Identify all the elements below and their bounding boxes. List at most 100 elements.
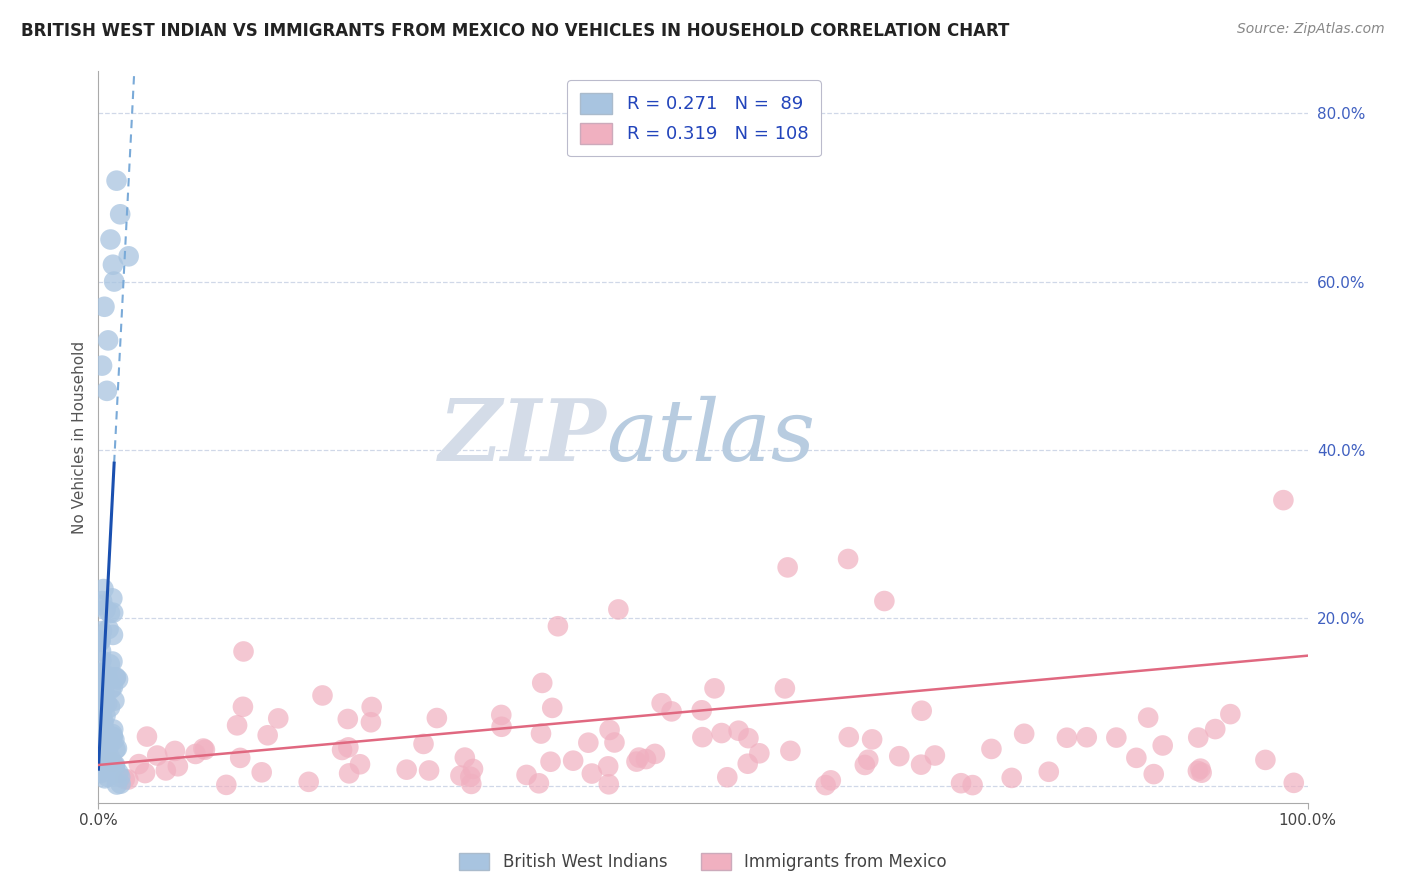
Point bbox=[93, 742, 115, 756]
Point bbox=[97, 736, 120, 750]
Point bbox=[100, 681, 122, 696]
Point bbox=[889, 749, 911, 764]
Point bbox=[104, 759, 127, 773]
Point bbox=[101, 591, 124, 606]
Y-axis label: No Vehicles in Household: No Vehicles in Household bbox=[72, 341, 87, 533]
Point bbox=[108, 207, 131, 221]
Point bbox=[110, 777, 132, 791]
Point bbox=[101, 655, 124, 669]
Point bbox=[105, 741, 128, 756]
Point bbox=[330, 743, 353, 757]
Point bbox=[215, 778, 238, 792]
Point bbox=[184, 747, 207, 761]
Point bbox=[710, 726, 733, 740]
Point bbox=[91, 708, 114, 723]
Point bbox=[779, 744, 801, 758]
Point bbox=[336, 712, 359, 726]
Point bbox=[136, 730, 159, 744]
Point bbox=[93, 731, 115, 746]
Point bbox=[531, 676, 554, 690]
Point bbox=[820, 773, 842, 788]
Point bbox=[94, 602, 117, 616]
Point bbox=[449, 768, 471, 782]
Point bbox=[90, 685, 112, 699]
Point bbox=[911, 704, 934, 718]
Point bbox=[117, 772, 139, 787]
Point bbox=[540, 755, 562, 769]
Point bbox=[232, 699, 254, 714]
Point bbox=[1012, 727, 1035, 741]
Point bbox=[1282, 776, 1305, 790]
Point bbox=[226, 718, 249, 732]
Point bbox=[418, 764, 440, 778]
Point bbox=[103, 693, 125, 707]
Point bbox=[91, 594, 114, 608]
Text: ZIP: ZIP bbox=[439, 395, 606, 479]
Point bbox=[93, 714, 115, 729]
Point bbox=[603, 735, 626, 749]
Point bbox=[910, 757, 932, 772]
Point bbox=[91, 760, 114, 774]
Point bbox=[89, 750, 111, 764]
Point bbox=[690, 703, 713, 717]
Point bbox=[461, 762, 484, 776]
Point bbox=[1152, 739, 1174, 753]
Point bbox=[128, 757, 150, 772]
Point bbox=[562, 754, 585, 768]
Point bbox=[692, 730, 714, 744]
Point bbox=[163, 744, 186, 758]
Point bbox=[166, 759, 188, 773]
Point bbox=[108, 770, 131, 784]
Point bbox=[426, 711, 449, 725]
Point bbox=[607, 602, 630, 616]
Point bbox=[114, 772, 136, 787]
Point bbox=[89, 731, 111, 745]
Point bbox=[97, 739, 120, 754]
Point bbox=[91, 741, 114, 756]
Point bbox=[1187, 764, 1209, 778]
Point bbox=[599, 723, 621, 737]
Point bbox=[105, 174, 128, 188]
Point bbox=[89, 682, 111, 697]
Point bbox=[298, 774, 321, 789]
Point bbox=[644, 747, 666, 761]
Point bbox=[98, 700, 121, 714]
Point bbox=[89, 716, 111, 731]
Point bbox=[360, 715, 382, 730]
Point bbox=[860, 732, 883, 747]
Point bbox=[107, 673, 129, 687]
Point bbox=[1125, 751, 1147, 765]
Point bbox=[98, 657, 121, 672]
Point bbox=[90, 644, 112, 658]
Point bbox=[1187, 731, 1209, 745]
Point bbox=[101, 730, 124, 744]
Point bbox=[661, 705, 683, 719]
Point bbox=[627, 750, 650, 764]
Point bbox=[97, 334, 120, 348]
Point bbox=[412, 737, 434, 751]
Point bbox=[1272, 493, 1295, 508]
Point bbox=[89, 598, 111, 612]
Point bbox=[193, 741, 215, 756]
Point bbox=[858, 753, 880, 767]
Point bbox=[256, 728, 278, 742]
Point bbox=[90, 765, 112, 780]
Point bbox=[89, 696, 111, 710]
Point bbox=[89, 665, 111, 680]
Point bbox=[737, 731, 759, 746]
Point bbox=[94, 726, 117, 740]
Point bbox=[107, 765, 129, 780]
Point bbox=[96, 770, 118, 784]
Point bbox=[96, 750, 118, 764]
Legend: R = 0.271   N =  89, R = 0.319   N = 108: R = 0.271 N = 89, R = 0.319 N = 108 bbox=[567, 80, 821, 156]
Point bbox=[837, 552, 859, 566]
Point bbox=[873, 594, 896, 608]
Point bbox=[267, 711, 290, 725]
Point bbox=[101, 727, 124, 741]
Point bbox=[101, 628, 124, 642]
Point bbox=[311, 689, 333, 703]
Point bbox=[104, 670, 127, 684]
Point bbox=[838, 730, 860, 744]
Point bbox=[337, 740, 360, 755]
Point bbox=[90, 725, 112, 739]
